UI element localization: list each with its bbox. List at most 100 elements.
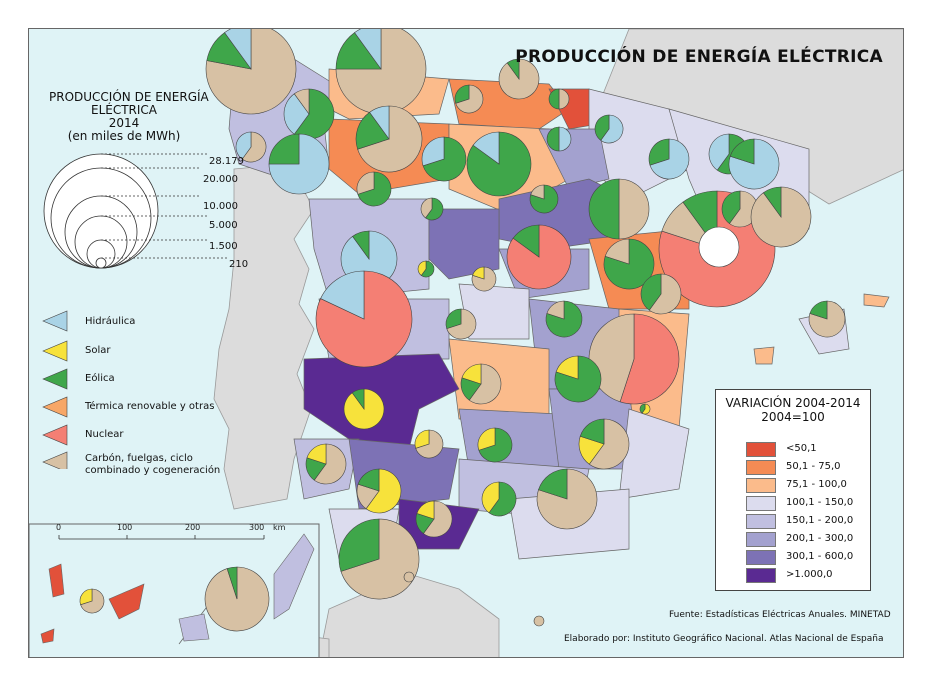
pie-wedge — [536, 468, 598, 530]
variation-legend-title: VARIACIÓN 2004-2014 2004=100 — [725, 396, 861, 424]
pie-wedge — [446, 308, 477, 340]
pie-wedge — [354, 29, 382, 70]
scale-tick-200: 200 — [185, 523, 201, 532]
pie-wedge — [340, 518, 420, 600]
pie-wedge — [555, 355, 579, 380]
pie-wedge — [481, 481, 500, 514]
pie-wedge — [235, 131, 252, 160]
pie-wedge — [762, 186, 782, 218]
source-legend-icons — [42, 310, 68, 469]
size-legend-title: PRODUCCIÓN DE ENERGÍA ELÉCTRICA 2014 (en… — [49, 90, 209, 143]
pie-wedge — [455, 84, 484, 114]
variation-label: 75,1 - 100,0 — [786, 479, 847, 490]
pie-wedge — [365, 468, 402, 514]
pie-wedge — [558, 126, 572, 152]
pie-wedge — [338, 518, 380, 572]
pie-wedge — [320, 270, 365, 320]
pie-wedge — [478, 427, 513, 463]
pie-wedge — [533, 615, 545, 627]
pie-wedge — [357, 468, 380, 492]
size-value-210: 210 — [229, 259, 249, 270]
pie-wedge — [422, 136, 467, 182]
variation-legend: VARIACIÓN 2004-2014 2004=100 <50,1 50,1 -… — [715, 389, 871, 591]
pie-center-hole — [698, 226, 740, 268]
pie-wedge — [640, 273, 662, 311]
pie-wedge — [604, 238, 630, 265]
pie-wedge — [445, 308, 462, 330]
morocco-shape — [318, 573, 500, 657]
wind-wedge-icon — [42, 368, 68, 390]
variation-swatch — [746, 460, 776, 475]
gran-canaria — [178, 613, 210, 642]
pie-wedge — [506, 58, 520, 80]
scale-bar — [58, 535, 265, 540]
pie-wedge — [417, 260, 427, 276]
map-title: PRODUCCIÓN DE ENERGÍA ELÉCTRICA — [515, 47, 883, 67]
pie-wedge — [618, 178, 650, 240]
legend-solar: Solar — [85, 345, 111, 356]
scale-tick-0: 0 — [56, 523, 62, 532]
pie-wedge — [600, 114, 624, 144]
variation-label: 300,1 - 600,0 — [786, 551, 854, 562]
pie-wedge — [423, 500, 453, 538]
pie-wedge — [313, 443, 347, 485]
variation-class-row: >1.000,0 — [746, 568, 866, 583]
size-legend-circle — [95, 257, 107, 269]
pie-wedge — [283, 93, 310, 135]
pie-wedge — [420, 197, 433, 219]
pie-wedge — [472, 131, 500, 165]
pie-wedge — [420, 260, 435, 278]
scale-tick-100: 100 — [117, 523, 133, 532]
pie-wedge — [619, 313, 680, 405]
pie-wedge — [588, 178, 620, 240]
size-value-1500: 1.500 — [209, 241, 238, 252]
pie-wedge — [648, 273, 682, 315]
pie-wedge — [352, 230, 370, 260]
variation-swatch — [746, 550, 776, 565]
combustion-wedge-icon — [42, 451, 68, 469]
scale-unit: km — [273, 523, 286, 532]
variation-class-row: 200,1 - 300,0 — [746, 532, 866, 547]
pie-wedge — [649, 138, 690, 180]
pie-wedge — [369, 105, 390, 140]
portugal-shape — [213, 163, 315, 510]
variation-swatch — [746, 442, 776, 457]
pie-wedge — [546, 126, 560, 152]
scale-tick-300: 300 — [249, 523, 265, 532]
pie-wedge — [558, 88, 570, 110]
credit-text: Elaborado por: Instituto Geográfico Naci… — [564, 634, 884, 644]
pie-wedge — [356, 171, 375, 195]
variation-label: 200,1 - 300,0 — [786, 533, 854, 544]
nuclear-wedge-icon — [42, 424, 68, 446]
thermal-renewable-wedge-icon — [42, 396, 68, 418]
pie-wedge — [468, 363, 502, 405]
variation-class-row: 100,1 - 150,0 — [746, 496, 866, 511]
pie-wedge — [416, 500, 435, 520]
solar-wedge-icon — [42, 340, 68, 362]
pie-wedge — [403, 571, 415, 583]
variation-class-row: <50,1 — [746, 442, 866, 457]
variation-label: 100,1 - 150,0 — [786, 497, 854, 508]
ibiza — [753, 346, 775, 365]
pie-wedge — [594, 114, 610, 141]
pie-wedge — [241, 131, 267, 163]
source-text: Fuente: Estadísticas Eléctricas Anuales.… — [669, 610, 891, 620]
pie-wedge — [335, 29, 427, 115]
pie-wedge — [351, 388, 365, 410]
pie-wedge — [721, 190, 741, 224]
menorca — [863, 293, 890, 308]
pie-wedge — [461, 363, 482, 385]
legend-wind: Eólica — [85, 373, 115, 384]
pie-wedge — [454, 84, 470, 104]
fuerteventura — [273, 533, 315, 620]
el-hierro — [40, 628, 55, 644]
pie-wedge — [530, 184, 545, 200]
variation-class-row: 150,1 - 200,0 — [746, 514, 866, 529]
pie-wedge — [357, 105, 423, 173]
pie-wedge — [538, 468, 568, 500]
pie-wedge — [226, 566, 238, 600]
size-value-5000: 5.000 — [209, 220, 238, 231]
pie-wedge — [588, 418, 630, 470]
pie-wedge — [205, 29, 297, 115]
pie-wedge — [729, 138, 755, 165]
